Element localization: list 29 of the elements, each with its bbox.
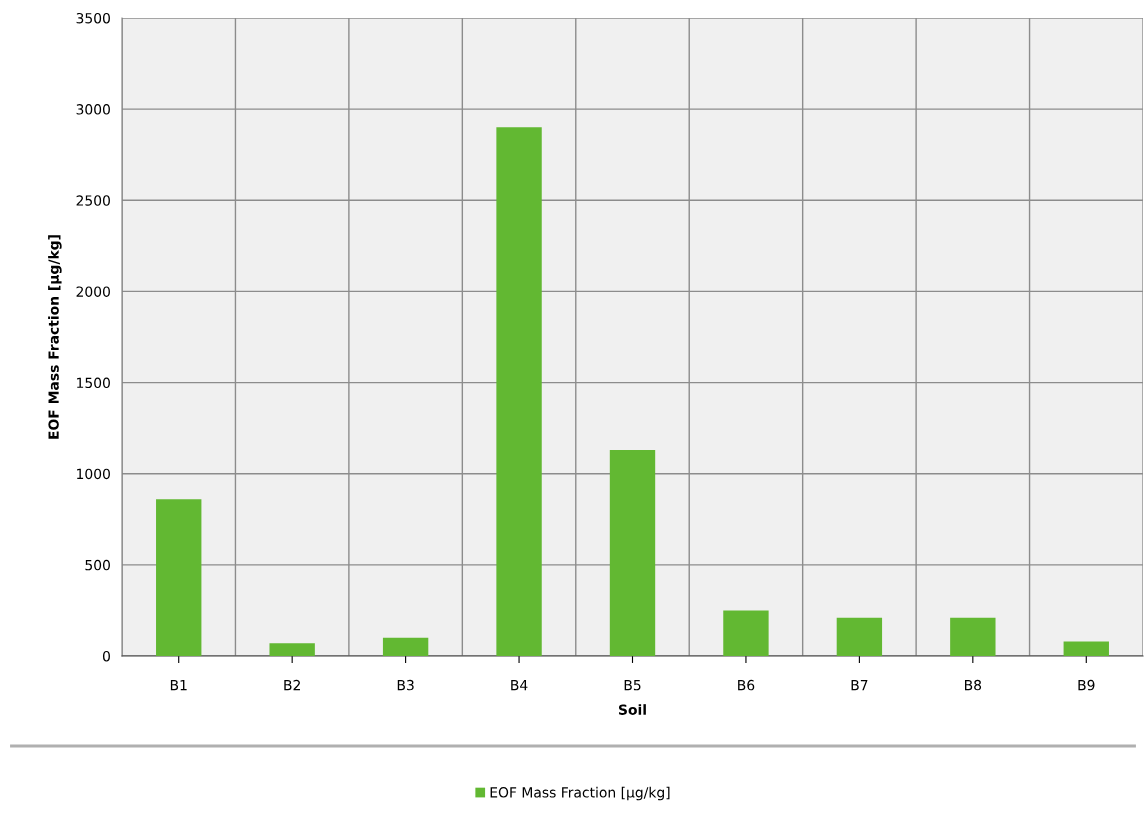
y-tick-label: 2500 <box>76 195 110 206</box>
bar <box>836 617 883 656</box>
x-tick-label: B8 <box>965 679 982 691</box>
bar <box>723 610 769 656</box>
y-tick-label: 1500 <box>77 377 110 389</box>
y-axis-title: EOF Mass Fraction [µg/kg] <box>48 235 62 439</box>
x-axis-title: Soil <box>618 704 646 715</box>
y-tick-label: 3500 <box>76 12 110 24</box>
x-tick-label: B5 <box>624 680 641 691</box>
y-tick-label: 0 <box>102 650 110 662</box>
bar <box>496 127 542 656</box>
x-tick-label: B3 <box>397 679 414 691</box>
x-tick-label: B1 <box>170 680 187 691</box>
y-tick-label: 2000 <box>76 286 110 297</box>
x-tick-label: B6 <box>738 679 755 691</box>
y-tick-label: 3000 <box>76 104 110 115</box>
bar <box>950 617 996 656</box>
y-tick-label: 500 <box>85 559 110 571</box>
x-tick-label: B9 <box>1078 679 1095 691</box>
bar <box>156 499 202 656</box>
bar <box>609 450 656 656</box>
x-tick-label: B7 <box>851 680 868 691</box>
bar <box>382 637 429 656</box>
legend-label: EOF Mass Fraction [µg/kg] <box>490 786 670 801</box>
x-tick-label: B4 <box>511 680 528 691</box>
y-tick-label: 1000 <box>77 468 110 480</box>
bar <box>269 643 315 656</box>
x-tick-label: B2 <box>284 679 300 691</box>
bar <box>1063 641 1109 656</box>
